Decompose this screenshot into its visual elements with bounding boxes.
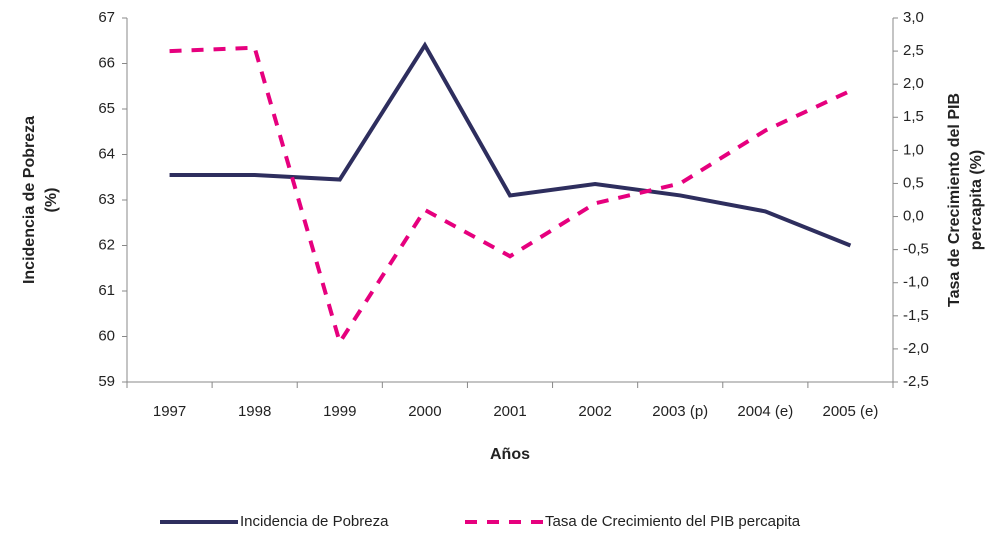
y2-tick-label: -2,0 [903,340,929,357]
y2-tick-label: 1,0 [903,141,924,158]
y2-tick-label: -0,5 [903,241,929,258]
y2-tick-label: -1,5 [903,307,929,324]
x-tick-label: 2004 (e) [737,403,793,420]
y2-axis-title: Tasa de Crecimiento del PIB percapita (%) [946,93,985,307]
y-tick-label: 61 [98,282,115,299]
y2-tick-label: 0,5 [903,174,924,191]
y-tick-label: 64 [98,145,115,162]
legend-label: Tasa de Crecimiento del PIB percapita [545,513,801,530]
y-tick-label: 62 [98,236,115,253]
x-tick-label: 1998 [238,403,271,420]
y-tick-label: 63 [98,191,115,208]
y-tick-label: 65 [98,100,115,117]
y2-tick-label: 3,0 [903,9,924,26]
series-line [169,45,852,348]
y-tick-label: 66 [98,54,115,71]
x-axis-title: Años [490,446,530,463]
y2-axis-title-line: percapita (%) [968,150,985,250]
series-line [169,41,852,248]
y-axis-title-line: Incidencia de Pobreza [21,116,38,284]
y2-tick-label: -2,5 [903,373,929,390]
y2-axis-title-line: Tasa de Crecimiento del PIB [946,93,963,307]
y-tick-label: 59 [98,373,115,390]
x-tick-label: 1999 [323,403,356,420]
legend-label: Incidencia de Pobreza [240,513,389,530]
y2-tick-label: 2,5 [903,42,924,59]
x-tick-label: 1997 [153,403,186,420]
x-tick-label: 2000 [408,403,441,420]
y2-tick-label: 2,0 [903,75,924,92]
y2-tick-label: -1,0 [903,274,929,291]
x-tick-label: 2002 [578,403,611,420]
x-tick-label: 2003 (p) [652,403,708,420]
x-tick-label: 2001 [493,403,526,420]
y2-tick-label: 1,5 [903,108,924,125]
y-axis-title-line: (%) [43,188,60,213]
y2-tick-label: 0,0 [903,208,924,225]
y-tick-label: 67 [98,9,115,26]
y-axis-title: Incidencia de Pobreza (%) [21,116,60,284]
x-tick-label: 2005 (e) [823,403,879,420]
y-tick-label: 60 [98,327,115,344]
